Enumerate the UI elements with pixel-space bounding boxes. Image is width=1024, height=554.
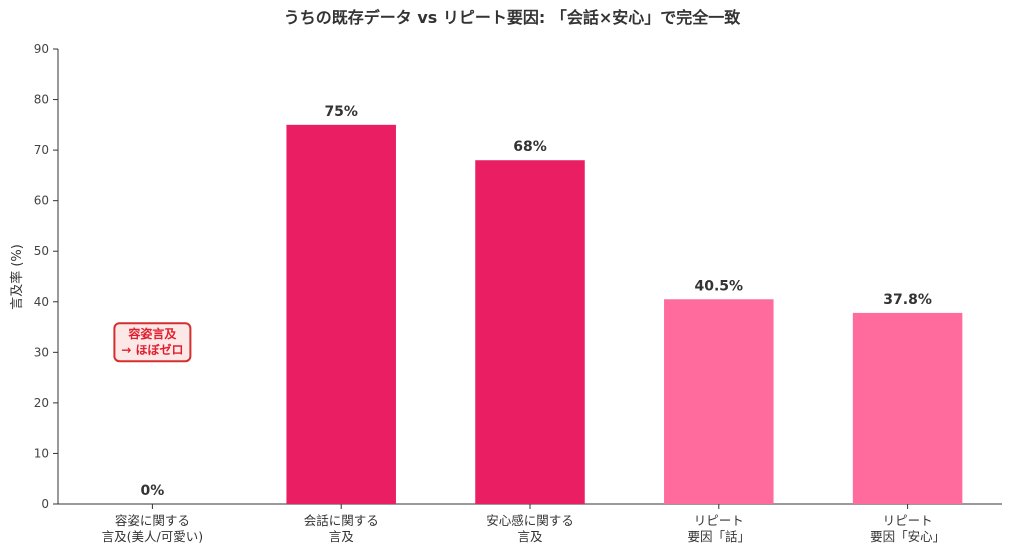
y-tick-label: 90 <box>34 42 49 56</box>
bar <box>286 124 396 504</box>
x-tick-label: 言及 <box>517 529 543 544</box>
bar-value-label: 40.5% <box>695 278 744 294</box>
y-tick-label: 60 <box>34 194 49 208</box>
bar <box>475 160 585 504</box>
x-axis-ticks: 容姿に関する言及(美人/可愛い)会話に関する言及安心感に関する言及リピート要因「… <box>102 504 945 544</box>
annotation-box: 容姿言及→ ほぼゼロ <box>113 322 192 363</box>
x-tick-label: 言及 <box>329 529 355 544</box>
x-tick-label: 要因「安心」 <box>870 529 945 544</box>
y-tick-label: 20 <box>34 396 49 410</box>
x-tick-label: リピート <box>694 513 744 528</box>
y-tick-label: 40 <box>34 295 49 309</box>
bar-value-label: 37.8% <box>883 292 932 308</box>
y-tick-label: 70 <box>34 143 49 157</box>
x-tick-label: 容姿に関する <box>115 513 190 528</box>
annotation-frame <box>113 322 192 363</box>
value-labels-group: 0% 75% 68% 40.5% 37.8% <box>141 104 932 499</box>
x-tick-label: 安心感に関する <box>486 513 574 528</box>
bar-value-label: 68% <box>513 139 547 155</box>
x-tick-label: リピート <box>883 513 933 528</box>
y-tick-label: 80 <box>34 93 49 107</box>
y-tick-label: 50 <box>34 244 49 258</box>
x-tick-label: 要因「話」 <box>688 529 751 544</box>
x-tick-label: 言及(美人/可愛い) <box>102 529 203 544</box>
bars-group <box>286 124 963 504</box>
y-axis-ticks: 0 10 20 30 40 50 60 70 80 90 <box>34 42 58 511</box>
y-tick-label: 30 <box>34 345 49 359</box>
bar <box>852 312 963 504</box>
y-axis-label: 言及率 (%) <box>9 244 25 310</box>
y-tick-label: 10 <box>34 446 49 460</box>
bar-value-label: 75% <box>324 104 358 120</box>
bar <box>664 299 774 504</box>
bar-value-label: 0% <box>141 483 165 499</box>
annotation-text: → ほぼゼロ <box>121 342 183 357</box>
chart-title: うちの既存データ vs リピート要因: 「会話×安心」で完全一致 <box>284 8 741 27</box>
annotation-text: 容姿言及 <box>127 326 177 341</box>
y-tick-label: 0 <box>41 497 49 511</box>
x-tick-label: 会話に関する <box>304 513 379 528</box>
